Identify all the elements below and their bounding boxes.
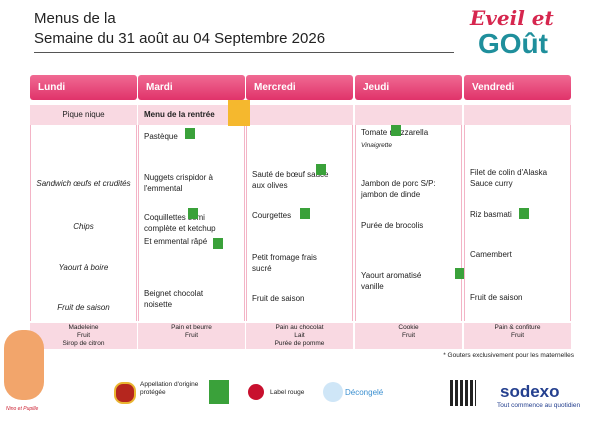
- mascot: [4, 330, 44, 400]
- gouter-item: Fruit: [511, 332, 524, 339]
- gouter-item: Pain et beurre: [171, 324, 212, 331]
- label-rouge-icon: [248, 384, 264, 400]
- gouter-item: Purée de pomme: [274, 340, 325, 347]
- bio-badge: [519, 208, 529, 219]
- dish: Petit fromage frais sucré: [252, 253, 317, 273]
- day-column: [30, 125, 137, 321]
- aop-label: Appellation d'origine protégée: [140, 381, 199, 396]
- decongele-label: Décongelé: [345, 388, 384, 397]
- dish: Pastèque: [144, 132, 178, 141]
- dish: Sauté de bœuf sauce aux olives: [252, 170, 329, 190]
- gouter-cell: Cookie Fruit: [355, 323, 462, 349]
- label-rouge-label: Label rouge: [270, 389, 305, 396]
- bio-badge: [300, 208, 310, 219]
- logo-line1: Eveil et: [470, 6, 554, 30]
- dish: Tomate mozzarella: [361, 128, 429, 137]
- bio-badge: [188, 208, 198, 219]
- brand-name: sodexo: [500, 382, 560, 401]
- gouter-item: Fruit: [77, 332, 90, 339]
- dish: Purée de brocolis: [361, 221, 424, 230]
- gouter-item: Lait: [294, 332, 305, 339]
- dish: Vinaigrette: [361, 142, 392, 149]
- bio-badge: [185, 128, 195, 139]
- gouter-cell: Pain au chocolat Lait Purée de pomme: [246, 323, 353, 349]
- day-header: Jeudi: [355, 75, 462, 100]
- bio-badge: [316, 164, 326, 175]
- dish: Fruit de saison: [470, 293, 523, 302]
- title-rule: [34, 52, 454, 53]
- gouter-item: Fruit: [185, 332, 198, 339]
- theme-cell: Menu de la rentrée: [138, 105, 245, 125]
- dish: Et emmental râpé: [144, 237, 208, 246]
- day-column: [355, 125, 462, 321]
- footnote: * Gouters exclusivement pour les materne…: [443, 352, 574, 359]
- dish: Camembert: [470, 250, 512, 259]
- day-header: Vendredi: [464, 75, 571, 100]
- bio-badge: [391, 125, 401, 136]
- bio-badge: [213, 238, 223, 249]
- logo-line2: GOût: [478, 28, 548, 59]
- title-line2: Semaine du 31 août au 04 Septembre 2026: [34, 30, 326, 47]
- title-line1: Menus de la: [34, 10, 116, 27]
- dish: Jambon de porc S/P: jambon de dinde: [361, 179, 436, 199]
- dish: Filet de colin d'Alaska Sauce curry: [470, 168, 548, 188]
- gouter-item: Pain au chocolat: [275, 324, 324, 331]
- dish: Yaourt à boire: [58, 263, 109, 272]
- day-header: Mercredi: [246, 75, 353, 100]
- aop-icon: [114, 382, 136, 404]
- dish: Fruit de saison: [252, 294, 305, 303]
- day-column: [138, 125, 245, 321]
- gouter-item: Pain & confiture: [494, 324, 541, 331]
- dish: Sandwich œufs et crudités: [36, 179, 131, 188]
- mascot-name: Nino et Pupille: [6, 406, 39, 412]
- fete-badge: [228, 100, 250, 126]
- theme-cell: [355, 105, 462, 125]
- dish: Fruit de saison: [57, 303, 110, 312]
- decongele-icon: [323, 382, 343, 402]
- brand-tagline: Tout commence au quotidien: [497, 402, 581, 409]
- day-header: Mardi: [138, 75, 245, 100]
- dish: Chips: [73, 222, 94, 231]
- dish: Nuggets crispidor à l'emmental: [144, 173, 213, 193]
- dish: Riz basmati: [470, 210, 512, 219]
- qr-code: [450, 380, 476, 406]
- dish: Beignet chocolat noisette: [144, 289, 204, 309]
- dish: Coquillettes semi complète et ketchup: [144, 213, 216, 233]
- ab-icon: [209, 380, 229, 404]
- gouter-cell: Madeleine Fruit Sirop de citron: [30, 323, 137, 349]
- gouter-cell: Pain & confiture Fruit: [464, 323, 571, 349]
- gouter-item: Madeleine: [68, 324, 99, 331]
- theme-cell: Pique nique: [30, 105, 137, 125]
- gouter-item: Fruit: [402, 332, 415, 339]
- dish: Yaourt aromatisé vanille: [361, 271, 422, 291]
- theme-cell: [464, 105, 571, 125]
- theme-cell: [246, 105, 353, 125]
- day-header: Lundi: [30, 75, 137, 100]
- gouter-item: Sirop de citron: [62, 340, 105, 347]
- gouter-item: Cookie: [398, 324, 419, 331]
- gouter-cell: Pain et beurre Fruit: [138, 323, 245, 349]
- bio-badge: [455, 268, 465, 279]
- day-column: [464, 125, 571, 321]
- dish: Courgettes: [252, 211, 292, 220]
- day-column: [246, 125, 353, 321]
